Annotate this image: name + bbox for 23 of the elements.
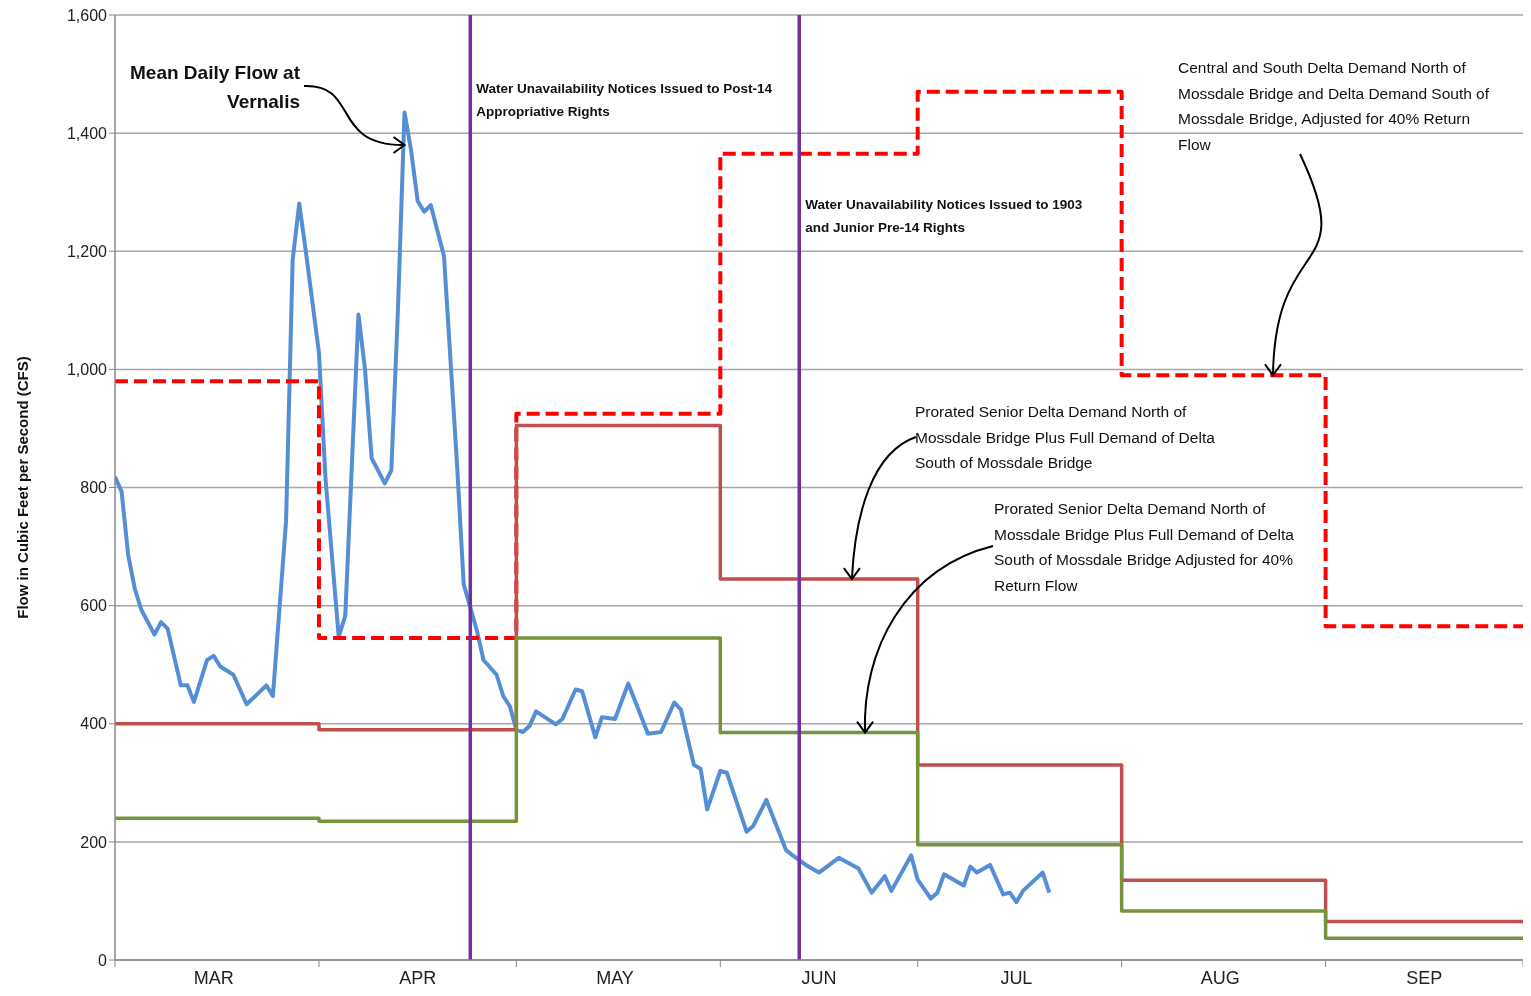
y-tick-label: 0 (98, 951, 108, 969)
y-tick-label: 1,200 (66, 242, 108, 260)
x-tick-label: MAY (596, 968, 634, 988)
x-tick-label: AUG (1200, 968, 1240, 988)
x-tick-label: JUL (1000, 968, 1033, 988)
y-axis-title: Flow in Cubic Feet per Second (CFS) (13, 356, 31, 619)
annotation: Prorated Senior Delta Demand North of Mossdale Bridge Plus Full Demand of Delta South of Mossdale Bridge Adjusted for 40% Return Flow (994, 499, 1295, 596)
y-tick-label: 200 (80, 833, 108, 851)
x-tick-label: SEP (1406, 968, 1443, 988)
y-tick-label: 400 (80, 715, 108, 733)
y-tick-label: 800 (80, 479, 108, 497)
ref-line-label: Water Unavailability Notices Issued to Post-14 Appropriative Rights (476, 80, 774, 121)
ref-line-label: Water Unavailability Notices Issued to 1903 and Junior Pre-14 Rights (805, 196, 1084, 237)
x-tick-label: APR (399, 968, 437, 988)
annotation: Central and South Delta Demand North of Mossdale Bridge and Delta Demand South of Mossdale Bridge, Adjusted for 40% Return Flow (1178, 58, 1490, 155)
y-tick-label: 1,000 (66, 361, 108, 379)
annotation: Prorated Senior Delta Demand North of Mossdale Bridge Plus Full Demand of Delta South of Mossdale Bridge (915, 402, 1216, 473)
x-tick-label: MAR (193, 968, 234, 988)
annotation: Mean Daily Flow at Vernalis (129, 61, 300, 114)
y-tick-label: 1,400 (66, 124, 108, 142)
y-tick-label: 1,600 (66, 6, 108, 24)
x-tick-label: JUN (801, 968, 837, 988)
y-tick-label: 600 (80, 597, 108, 615)
